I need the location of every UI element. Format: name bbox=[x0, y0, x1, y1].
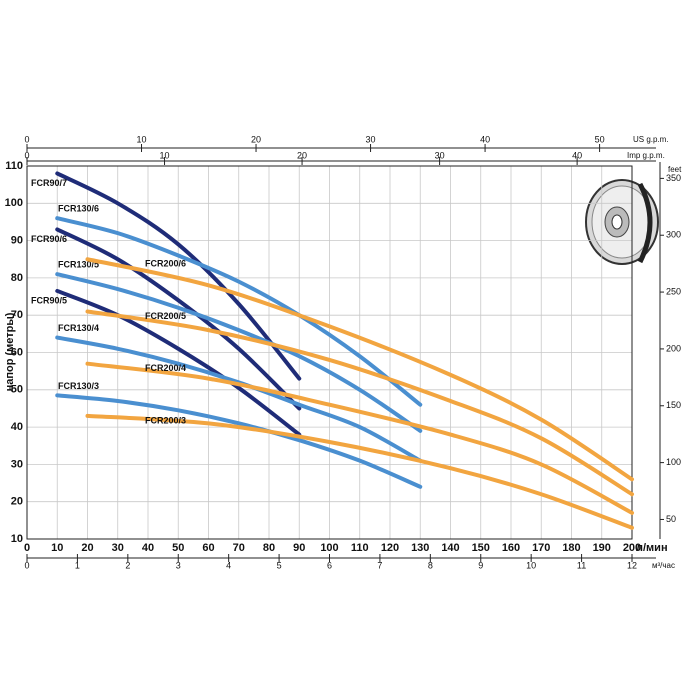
y-tick-label: 40 bbox=[11, 421, 23, 433]
secondary-tick-label: 3 bbox=[176, 560, 181, 570]
axis-unit: US g.p.m. bbox=[633, 135, 669, 144]
x-tick-label: 20 bbox=[81, 542, 93, 554]
x-tick-label: 110 bbox=[351, 542, 369, 554]
series-label: FCR90/5 bbox=[31, 295, 67, 305]
series-label: FCR130/3 bbox=[58, 381, 99, 391]
y-tick-label: 90 bbox=[11, 235, 23, 247]
secondary-tick-label: 30 bbox=[366, 134, 376, 144]
secondary-tick-label: 12 bbox=[627, 560, 637, 570]
x-tick-label: 100 bbox=[320, 542, 338, 554]
series-label: FCR200/6 bbox=[145, 259, 186, 269]
x-tick-label: 90 bbox=[293, 542, 305, 554]
secondary-tick-label: 4 bbox=[226, 560, 231, 570]
series-label: FCR130/4 bbox=[58, 323, 99, 333]
x-tick-label: 200 bbox=[623, 542, 641, 554]
y-tick-label: 60 bbox=[11, 346, 23, 358]
x-tick-label: 190 bbox=[593, 542, 611, 554]
curve bbox=[85, 361, 634, 515]
y2-tick-label: 100 bbox=[666, 457, 681, 467]
curve bbox=[85, 413, 634, 530]
curve bbox=[55, 227, 302, 411]
axis-unit: м³/час bbox=[652, 561, 675, 570]
curve bbox=[55, 393, 423, 489]
series-label: FCR200/4 bbox=[145, 363, 186, 373]
secondary-tick-label: 50 bbox=[595, 134, 605, 144]
y-tick-label: 50 bbox=[11, 384, 23, 396]
curve bbox=[55, 171, 302, 381]
secondary-tick-label: 10 bbox=[137, 134, 147, 144]
x-tick-label: 70 bbox=[233, 542, 245, 554]
y-axis-title: напор (метры) bbox=[4, 312, 16, 391]
y-tick-label: 10 bbox=[11, 533, 23, 545]
x-tick-label: 80 bbox=[263, 542, 275, 554]
x-tick-label: 140 bbox=[441, 542, 459, 554]
y-tick-label: 30 bbox=[11, 458, 23, 470]
secondary-tick-label: 0 bbox=[24, 560, 29, 570]
series-label: FCR90/7 bbox=[31, 178, 67, 188]
x-tick-label: 150 bbox=[472, 542, 490, 554]
x-tick-label: 170 bbox=[532, 542, 550, 554]
x-tick-label: 0 bbox=[24, 542, 30, 554]
series-label: FCR200/3 bbox=[145, 415, 186, 425]
series-label: FCR130/6 bbox=[58, 204, 99, 214]
secondary-tick-label: 0 bbox=[24, 150, 29, 160]
secondary-tick-label: 10 bbox=[526, 560, 536, 570]
secondary-tick-label: 40 bbox=[572, 150, 582, 160]
y-tick-label: 110 bbox=[5, 160, 23, 172]
x-tick-label: 180 bbox=[562, 542, 580, 554]
y2-tick-label: 350 bbox=[666, 173, 681, 183]
x-tick-label: 40 bbox=[142, 542, 154, 554]
curve bbox=[55, 216, 423, 407]
curve bbox=[85, 309, 634, 497]
y2-tick-label: 150 bbox=[666, 400, 681, 410]
secondary-tick-label: 10 bbox=[160, 150, 170, 160]
y-tick-label: 100 bbox=[5, 197, 23, 209]
curve bbox=[85, 257, 634, 482]
curve bbox=[55, 288, 302, 437]
axis-unit: Imp g.p.m. bbox=[627, 151, 665, 160]
secondary-tick-label: 20 bbox=[251, 134, 261, 144]
y2-tick-label: 250 bbox=[666, 286, 681, 296]
axis-unit: feet bbox=[668, 165, 682, 174]
grid bbox=[26, 165, 633, 540]
secondary-tick-label: 6 bbox=[327, 560, 332, 570]
y2-tick-label: 200 bbox=[666, 343, 681, 353]
series-label: FCR90/6 bbox=[31, 234, 67, 244]
plot-frame bbox=[26, 165, 633, 540]
secondary-tick-label: 0 bbox=[24, 134, 29, 144]
secondary-tick-label: 30 bbox=[435, 150, 445, 160]
x-tick-label: 30 bbox=[112, 542, 124, 554]
secondary-tick-label: 7 bbox=[377, 560, 382, 570]
x-tick-label: 50 bbox=[172, 542, 184, 554]
x-tick-label: 160 bbox=[502, 542, 520, 554]
y-tick-label: 70 bbox=[11, 309, 23, 321]
x-axis-title: л/мин bbox=[636, 542, 668, 554]
x-tick-label: 60 bbox=[202, 542, 214, 554]
secondary-tick-label: 1 bbox=[75, 560, 80, 570]
x-tick-label: 130 bbox=[411, 542, 429, 554]
secondary-tick-label: 2 bbox=[125, 560, 130, 570]
series-label: FCR130/5 bbox=[58, 260, 99, 270]
series-label: FCR200/5 bbox=[145, 311, 186, 321]
secondary-tick-label: 40 bbox=[480, 134, 490, 144]
x-tick-label: 10 bbox=[51, 542, 63, 554]
secondary-tick-label: 20 bbox=[297, 150, 307, 160]
x-tick-label: 120 bbox=[381, 542, 399, 554]
y-tick-label: 80 bbox=[11, 272, 23, 284]
y-tick-label: 20 bbox=[11, 496, 23, 508]
impeller-image bbox=[585, 179, 659, 265]
secondary-tick-label: 8 bbox=[428, 560, 433, 570]
secondary-tick-label: 9 bbox=[478, 560, 483, 570]
y2-tick-label: 50 bbox=[666, 514, 676, 524]
secondary-tick-label: 5 bbox=[277, 560, 282, 570]
secondary-tick-label: 11 bbox=[577, 560, 586, 570]
curve bbox=[55, 272, 423, 433]
y2-tick-label: 300 bbox=[666, 230, 681, 240]
